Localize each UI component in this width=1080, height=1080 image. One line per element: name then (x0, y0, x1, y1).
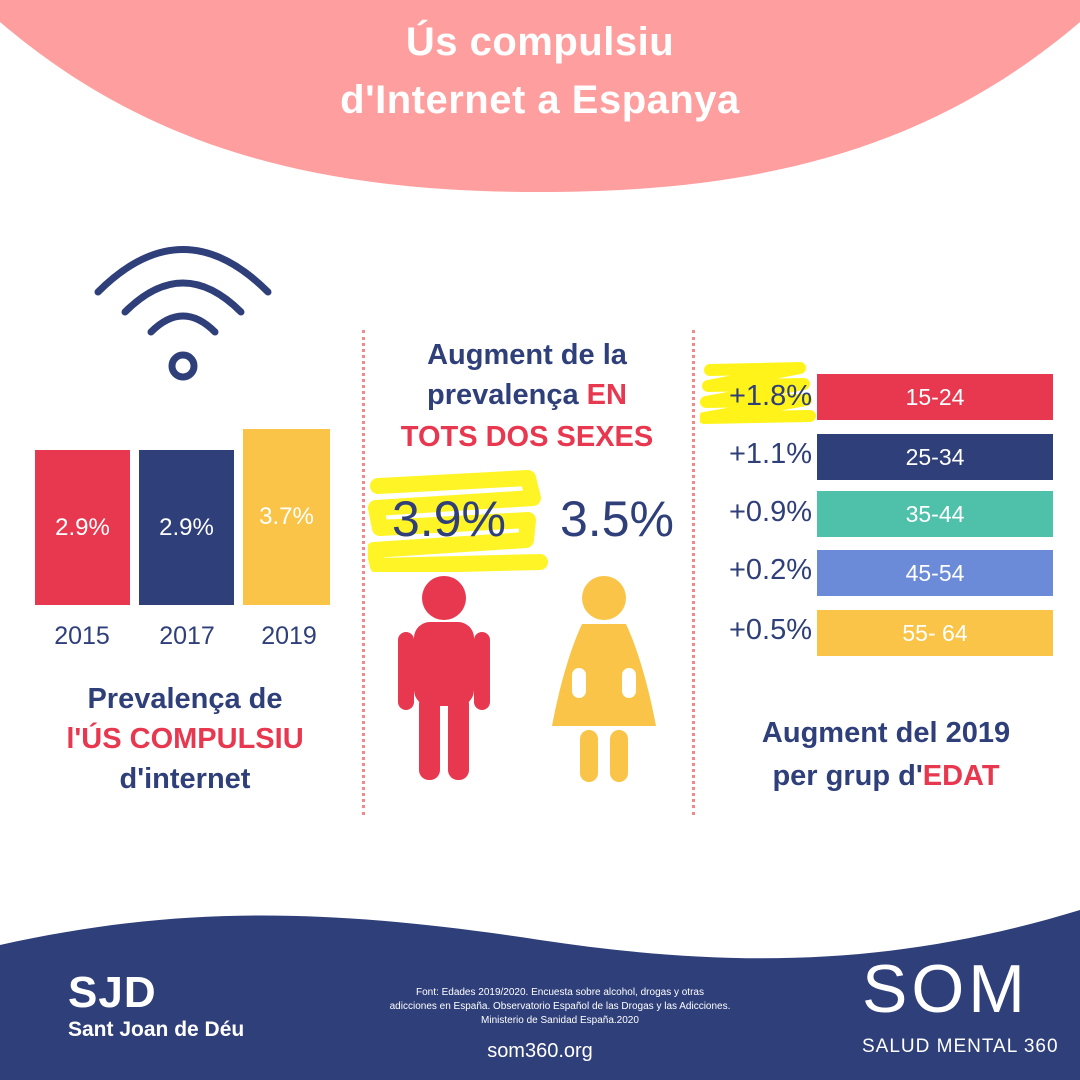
header-background (0, 0, 1080, 192)
source-text: Font: Edades 2019/2020. Encuesta sobre a… (350, 986, 770, 1028)
male-percentage: 3.9% (392, 491, 506, 547)
age-bar-25-34: 25-34 (817, 434, 1053, 480)
divider-right (692, 330, 695, 815)
middle-header-line-2: prevalença EN (372, 374, 682, 416)
year-label-2015: 2015 (54, 622, 110, 650)
left-caption-line-2: l'ÚS COMPULSIU (66, 723, 304, 755)
website-link[interactable]: som360.org (487, 1040, 593, 1062)
sjd-name: Sant Joan de Déu (68, 1018, 245, 1041)
middle-header-highlight: EN (586, 379, 627, 411)
right-caption-highlight: EDAT (922, 760, 1000, 792)
middle-header-line-3: TOTS DOS SEXES (400, 421, 654, 453)
age-bar-35-44: 35-44 (817, 491, 1053, 537)
source-line: Font: Edades 2019/2020. Encuesta sobre a… (416, 987, 704, 998)
left-caption-line-3: d'internet (119, 763, 251, 795)
bar-2017: 2.9% (139, 450, 234, 605)
age-increase-45-54: +0.2% (728, 554, 812, 586)
age-increase-55-64: +0.5% (728, 614, 812, 646)
year-label-2019: 2019 (261, 622, 317, 650)
female-figure-icon (552, 576, 656, 782)
year-label-2017: 2017 (159, 622, 215, 650)
right-caption-text: per grup d' (772, 760, 923, 792)
age-bar-15-24: 15-24 (817, 374, 1053, 420)
title-line-2: d'Internet a Espanya (340, 78, 740, 122)
wifi-icon (94, 246, 272, 381)
divider-left (362, 330, 365, 815)
age-bar-45-54: 45-54 (817, 550, 1053, 596)
title-line-1: Ús compulsiu (405, 20, 675, 64)
age-increase-25-34: +1.1% (728, 438, 812, 470)
age-increase-35-44: +0.9% (728, 496, 812, 528)
age-bar-55-64: 55- 64 (817, 610, 1053, 656)
highlight-marker-age (700, 362, 816, 424)
bar-2015: 2.9% (35, 450, 130, 605)
som-subtitle: SALUD MENTAL 360 (862, 1036, 1059, 1057)
source-line: Ministerio de Sanidad España.2020 (481, 1015, 639, 1026)
age-increase-15-24: +1.8% (728, 380, 812, 412)
som-logo: SOM (862, 951, 1029, 1027)
left-caption-line-1: Prevalença de (87, 683, 283, 715)
male-figure-icon (398, 576, 490, 780)
highlight-marker-male (368, 470, 548, 572)
sjd-logo: SJD (68, 968, 157, 1017)
female-percentage: 3.5% (560, 491, 674, 547)
bar-2019: 3.7% (243, 429, 330, 605)
right-caption-line-2: per grup d'EDAT (718, 755, 1054, 797)
source-line: adicciones en España. Observatorio Españ… (389, 1001, 731, 1012)
middle-header-line-1: Augment de la (427, 339, 627, 371)
middle-header-text: prevalença (427, 379, 587, 411)
footer-background (0, 910, 1080, 1080)
right-caption-line-1: Augment del 2019 (761, 717, 1011, 749)
